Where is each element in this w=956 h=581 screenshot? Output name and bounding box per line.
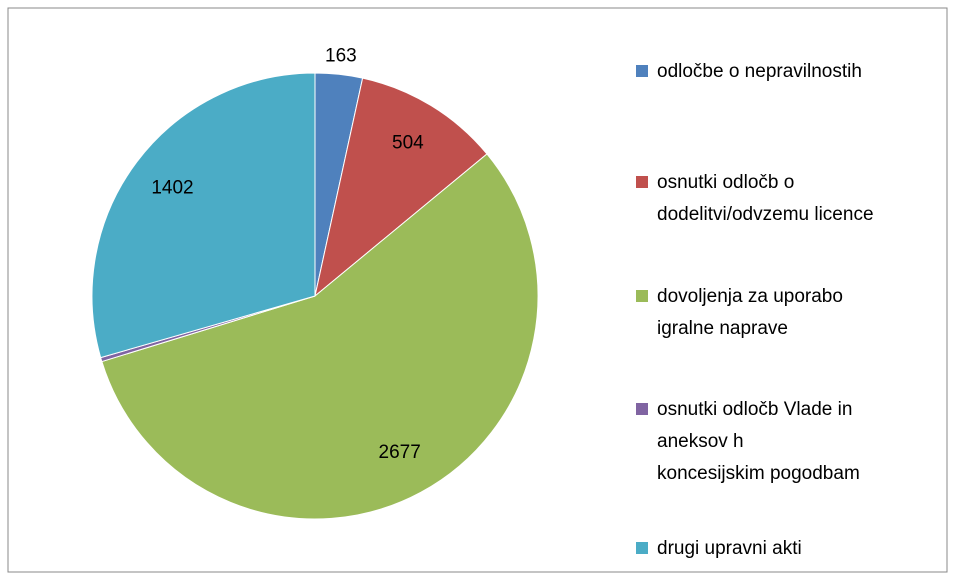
legend-item: drugi upravni akti [636,533,802,565]
legend-label: odločbe o nepravilnostih [657,61,862,82]
legend-label: drugi upravni akti [657,538,802,559]
pie-slice [91,72,316,359]
pie-slice [314,77,488,298]
data-label: 1402 [151,178,193,199]
legend-swatch [636,176,648,188]
data-label: 504 [392,133,424,154]
pie-slice [101,153,539,520]
legend-swatch [636,542,648,554]
legend-item: osnutki odločb o dodelitvi/odvzemu licen… [636,167,874,231]
legend-item: osnutki odločb Vlade in aneksov h konces… [636,394,860,490]
legend-swatch [636,403,648,415]
legend-swatch [636,65,648,77]
legend-item: odločbe o nepravilnostih [636,56,862,88]
legend-label: dovoljenja za uporabo igralne naprave [657,286,843,339]
legend-item: dovoljenja za uporabo igralne naprave [636,281,843,345]
data-label: 163 [325,46,357,67]
legend-swatch [636,290,648,302]
data-label: 2677 [379,442,421,463]
legend-label: osnutki odločb Vlade in aneksov h konces… [657,399,860,484]
legend-label: osnutki odločb o dodelitvi/odvzemu licen… [657,172,874,225]
